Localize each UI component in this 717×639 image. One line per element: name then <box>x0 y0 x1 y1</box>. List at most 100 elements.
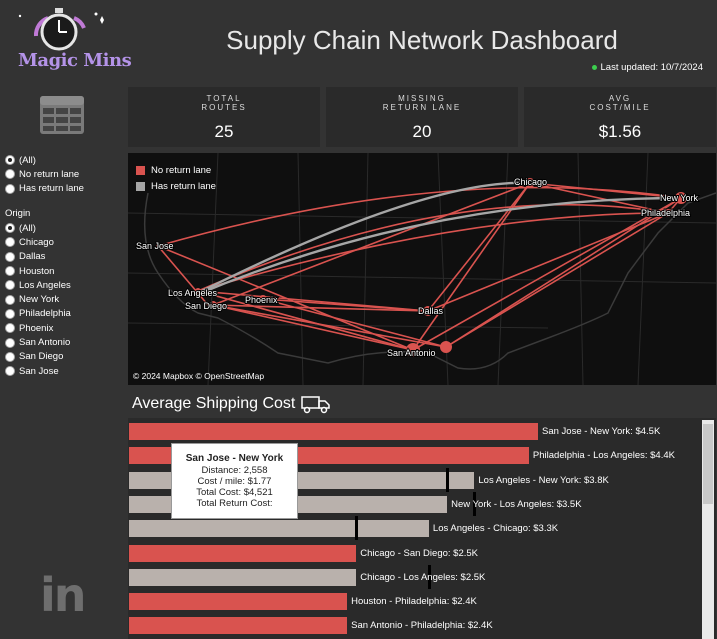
last-updated: Last updated: 10/7/2024 <box>591 62 703 73</box>
cost-bar[interactable] <box>129 423 538 440</box>
origin-filter-title: Origin <box>5 208 31 219</box>
city-label: San Antonio <box>387 348 436 358</box>
legend-item: No return lane <box>136 162 216 178</box>
filter-option-no-return[interactable]: No return lane <box>5 167 84 181</box>
option-label: (All) <box>19 154 36 166</box>
map-attribution[interactable]: © 2024 Mapbox © OpenStreetMap <box>133 371 265 381</box>
origin-option[interactable]: New York <box>5 292 71 306</box>
kpi-label: MISSING RETURN LANE <box>382 94 462 112</box>
shipping-title-text: Average Shipping Cost <box>132 395 296 412</box>
route-map-canvas: Chicago New York Philadelphia San Jose L… <box>128 153 716 385</box>
radio-button[interactable] <box>5 266 15 277</box>
return-cost-marker <box>355 516 359 541</box>
map-legend: No return lane Has return lane <box>136 162 216 194</box>
scrollbar-thumb[interactable] <box>703 424 713 504</box>
last-updated-text: Last updated: 10/7/2024 <box>600 62 703 73</box>
city-dot[interactable] <box>525 178 535 188</box>
origin-option[interactable]: Houston <box>5 264 71 278</box>
shipping-title: Average Shipping Cost <box>132 394 331 414</box>
option-label: Chicago <box>19 236 54 248</box>
kpi-value: 25 <box>214 122 234 141</box>
origin-option[interactable]: Los Angeles <box>5 278 71 292</box>
option-label: Philadelphia <box>19 308 71 320</box>
city-label: Los Angeles <box>168 288 218 298</box>
city-label: San Jose <box>136 241 174 251</box>
radio-button[interactable] <box>5 323 15 334</box>
option-label: San Antonio <box>19 337 71 349</box>
option-label: No return lane <box>19 168 80 180</box>
city-dot[interactable] <box>259 295 267 303</box>
city-dot[interactable] <box>440 341 452 353</box>
return-cost-marker <box>473 491 477 516</box>
origin-option[interactable]: Philadelphia <box>5 307 71 321</box>
city-dot[interactable] <box>209 301 217 309</box>
option-label: Has return lane <box>19 183 84 195</box>
city-dot[interactable] <box>675 192 687 204</box>
truck-icon <box>301 396 331 414</box>
bar-label: Chicago - San Diego: $2.5K <box>360 547 478 559</box>
city-label: Philadelphia <box>641 208 690 218</box>
city-label: New York <box>660 193 699 203</box>
radio-button[interactable] <box>5 183 15 194</box>
kpi-label: AVG COST/MILE <box>589 94 651 112</box>
tooltip-distance: Distance: 2,558 <box>201 465 268 476</box>
return-lane-filter: (All) No return lane Has return lane <box>5 153 84 196</box>
radio-button[interactable] <box>5 294 15 305</box>
radio-button[interactable] <box>5 237 15 248</box>
origin-option[interactable]: San Jose <box>5 364 71 378</box>
bar-label: New York - Los Angeles: $3.5K <box>451 498 582 510</box>
option-label: Phoenix <box>19 322 54 334</box>
status-dot-icon <box>591 65 597 70</box>
kpi-label: TOTAL ROUTES <box>201 94 247 112</box>
radio-button[interactable] <box>5 351 15 362</box>
kpi-value: $1.56 <box>598 122 642 141</box>
kpi-value: 20 <box>412 122 432 141</box>
kpi-total-routes: TOTAL ROUTES 25 <box>128 87 320 147</box>
radio-button[interactable] <box>5 155 15 166</box>
radio-button[interactable] <box>5 280 15 291</box>
filter-option-has-return[interactable]: Has return lane <box>5 182 84 196</box>
city-dot[interactable] <box>664 209 672 217</box>
origin-option[interactable]: Phoenix <box>5 321 71 335</box>
legend-swatch <box>136 165 145 175</box>
page-title: Supply Chain Network Dashboard <box>226 25 618 55</box>
scrollbar[interactable] <box>702 420 714 639</box>
city-dot[interactable] <box>406 343 420 357</box>
origin-option[interactable]: Dallas <box>5 250 71 264</box>
radio-button[interactable] <box>5 169 15 180</box>
city-markers <box>156 178 687 357</box>
tooltip-title: San Jose - New York <box>185 453 284 464</box>
city-label: San Diego <box>185 301 227 311</box>
origin-option[interactable]: San Antonio <box>5 335 71 349</box>
cost-bar[interactable] <box>129 617 348 635</box>
legend-item: Has return lane <box>136 178 216 194</box>
origin-option[interactable]: Chicago <box>5 235 71 249</box>
route-tooltip: San Jose - New York Distance: 2,558 Cost… <box>171 443 298 519</box>
city-dot[interactable] <box>156 244 160 248</box>
cost-bar[interactable] <box>129 568 357 586</box>
radio-button[interactable] <box>5 308 15 319</box>
radio-button[interactable] <box>5 251 15 262</box>
legend-label: Has return lane <box>151 180 216 192</box>
linkedin-icon[interactable]: in <box>40 568 86 622</box>
table-view-icon[interactable] <box>39 95 85 135</box>
origin-option[interactable]: San Diego <box>5 350 71 364</box>
radio-button[interactable] <box>5 337 15 348</box>
cost-bar[interactable] <box>129 520 429 538</box>
radio-button[interactable] <box>5 223 15 234</box>
cost-bar[interactable] <box>129 593 348 611</box>
tooltip-cost-mile: Cost / mile: $1.77 <box>197 476 272 487</box>
bar-label: Los Angeles - Chicago: $3.3K <box>432 523 559 535</box>
cost-bar[interactable] <box>129 544 357 562</box>
filter-option-all[interactable]: (All) <box>5 153 84 167</box>
kpi-missing-return: MISSING RETURN LANE 20 <box>326 87 518 147</box>
city-dot[interactable] <box>195 288 201 294</box>
origin-option[interactable]: (All) <box>5 221 71 235</box>
route-map[interactable]: Chicago New York Philadelphia San Jose L… <box>128 153 716 385</box>
kpi-avg-cost-mile: AVG COST/MILE $1.56 <box>524 87 716 147</box>
city-dot[interactable] <box>423 306 433 316</box>
radio-button[interactable] <box>5 366 15 377</box>
option-label: Houston <box>19 265 55 277</box>
bar-label: San Jose - New York: $4.5K <box>542 426 661 437</box>
